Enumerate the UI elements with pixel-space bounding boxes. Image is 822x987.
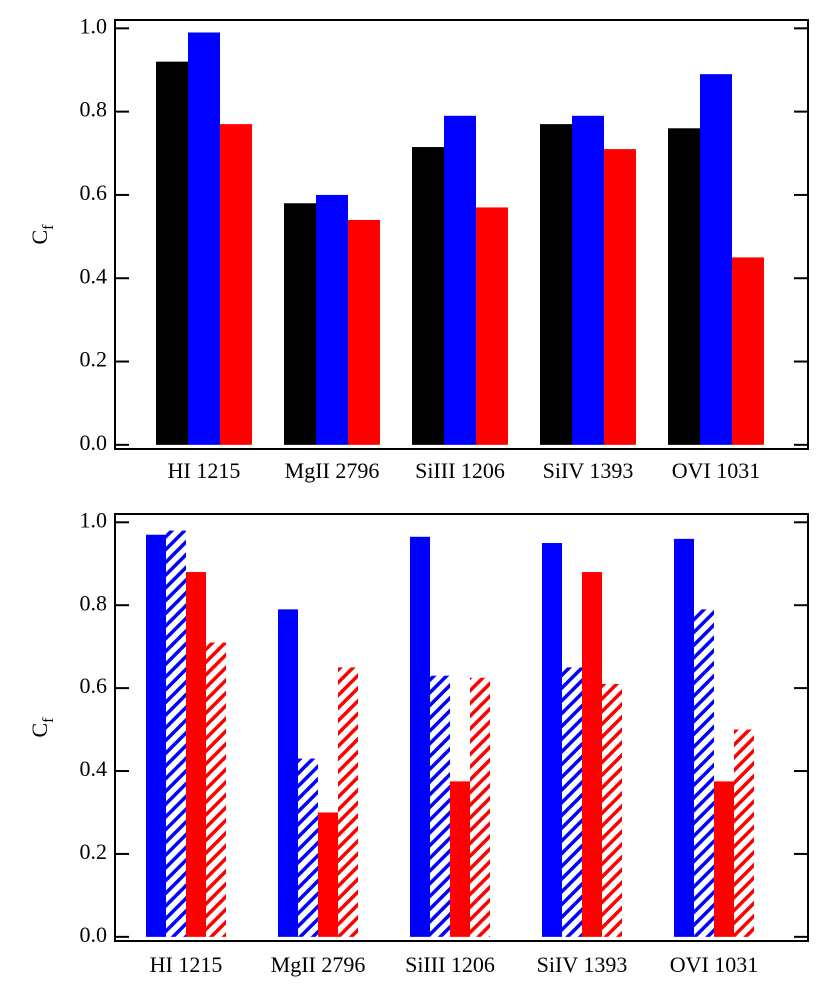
bar bbox=[298, 758, 318, 937]
bar bbox=[188, 32, 220, 445]
bar bbox=[166, 530, 186, 937]
bar bbox=[412, 147, 444, 445]
bar bbox=[582, 572, 602, 937]
x-tick-label: MgII 2796 bbox=[271, 952, 366, 977]
y-tick-label: 0.2 bbox=[80, 839, 108, 864]
bar bbox=[734, 729, 754, 937]
y-axis-label-main: C bbox=[27, 723, 52, 738]
plot-frame bbox=[114, 513, 809, 942]
y-axis-label-sub: f bbox=[40, 224, 57, 230]
y-tick-label: 0.4 bbox=[80, 263, 108, 288]
y-tick-label: 0.4 bbox=[80, 756, 108, 781]
bar bbox=[540, 124, 572, 445]
bar bbox=[714, 781, 734, 937]
y-axis-label: Cf bbox=[27, 224, 57, 245]
bar bbox=[284, 203, 316, 445]
bar bbox=[694, 609, 714, 937]
x-tick-label: SiIV 1393 bbox=[537, 952, 628, 977]
bar bbox=[338, 667, 358, 937]
y-tick-label: 0.2 bbox=[80, 347, 108, 372]
bar bbox=[348, 219, 380, 445]
bar bbox=[542, 543, 562, 937]
y-tick-label: 0.8 bbox=[80, 97, 108, 122]
x-tick-label: HI 1215 bbox=[168, 458, 241, 483]
x-tick-label: SiIII 1206 bbox=[405, 952, 495, 977]
bar bbox=[146, 534, 166, 937]
bar bbox=[318, 812, 338, 937]
y-tick-label: 0.6 bbox=[80, 673, 108, 698]
bar bbox=[602, 683, 622, 937]
bar bbox=[470, 677, 490, 937]
bar bbox=[604, 149, 636, 445]
bar bbox=[444, 115, 476, 445]
bar bbox=[316, 194, 348, 445]
x-tick-label: HI 1215 bbox=[150, 952, 223, 977]
bar bbox=[476, 207, 508, 445]
bar bbox=[220, 124, 252, 445]
y-tick-label: 0.0 bbox=[80, 430, 108, 455]
y-tick-label: 0.8 bbox=[80, 590, 108, 615]
bar bbox=[206, 642, 226, 937]
bar bbox=[430, 675, 450, 937]
bar bbox=[156, 61, 188, 445]
y-axis-label-sub: f bbox=[40, 717, 57, 723]
x-tick-label: MgII 2796 bbox=[285, 458, 380, 483]
bar bbox=[732, 257, 764, 445]
y-axis-label: Cf bbox=[27, 717, 57, 738]
y-axis-label-main: C bbox=[27, 230, 52, 245]
y-tick-label: 0.6 bbox=[80, 180, 108, 205]
plot-frame bbox=[114, 19, 809, 450]
bar bbox=[410, 536, 430, 937]
y-tick-label: 1.0 bbox=[80, 13, 108, 38]
x-tick-label: OVI 1031 bbox=[672, 458, 761, 483]
panel: 0.0 0.2 0.4 0.6 0.8 1.0 HI 1215 MgII 2796 SiIII … bbox=[27, 507, 809, 977]
y-tick-label: 1.0 bbox=[80, 507, 108, 532]
bar bbox=[668, 128, 700, 445]
x-tick-label: OVI 1031 bbox=[670, 952, 759, 977]
x-tick-label: SiIII 1206 bbox=[415, 458, 505, 483]
bar bbox=[450, 781, 470, 937]
panel: 0.0 0.2 0.4 0.6 0.8 1.0 HI 1215 MgII 2796 SiIII … bbox=[27, 13, 809, 483]
bar bbox=[572, 115, 604, 445]
bar bbox=[674, 538, 694, 937]
bar bbox=[278, 609, 298, 937]
bar bbox=[186, 572, 206, 937]
y-tick-label: 0.0 bbox=[80, 922, 108, 947]
bar bbox=[562, 667, 582, 937]
x-tick-label: SiIV 1393 bbox=[543, 458, 634, 483]
bar bbox=[700, 74, 732, 445]
